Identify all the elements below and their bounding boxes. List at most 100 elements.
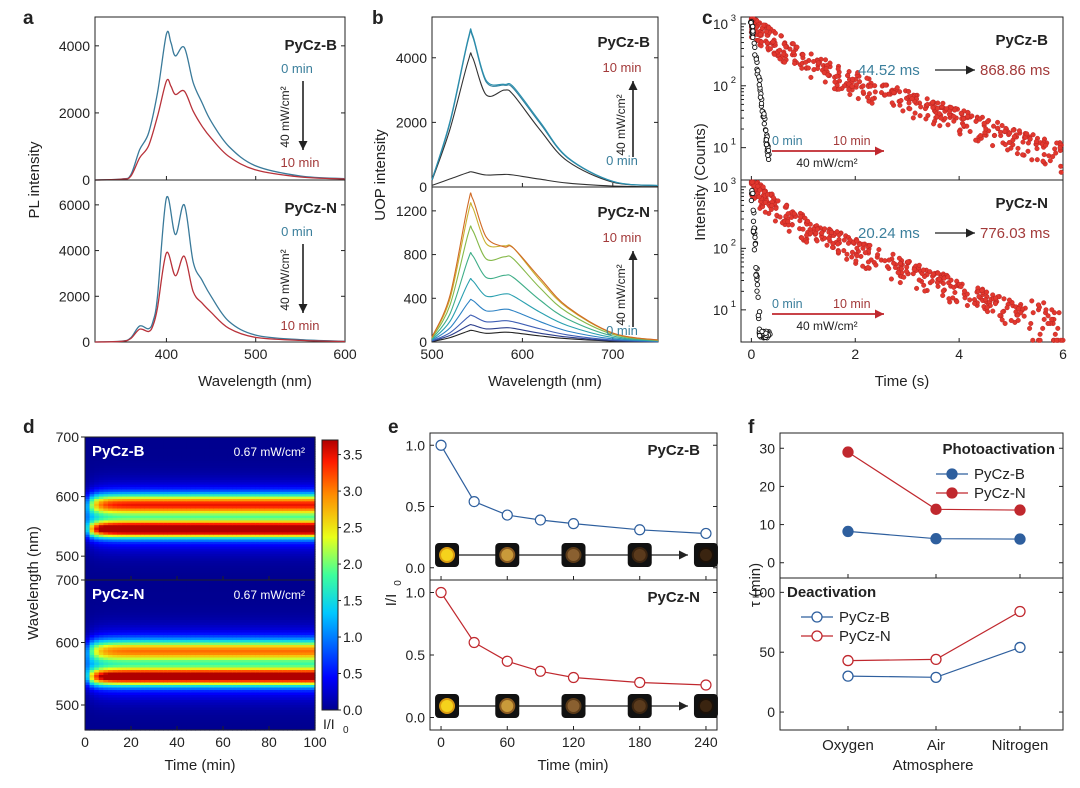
panel-d-cell: [140, 717, 146, 721]
panel-d-cell: [223, 470, 229, 474]
panel-d-cell: [163, 494, 169, 498]
panel-d-cell: [301, 498, 307, 502]
panel-d-cell: [163, 484, 169, 488]
panel-d-cell: [246, 518, 252, 522]
panel-d-cell: [167, 546, 173, 550]
panel-d-cell: [94, 677, 100, 681]
panel-d-cell: [149, 477, 155, 481]
panel-d-cell: [112, 587, 118, 591]
panel-d-cell: [112, 652, 118, 656]
panel-d-cell: [305, 506, 311, 510]
panel-d-cell: [232, 553, 238, 557]
panel-d-cell: [112, 489, 118, 493]
panel-d-cell: [85, 556, 91, 560]
panel-d-cell: [246, 479, 252, 483]
panel-c-point-10min: [828, 229, 834, 235]
panel-d-cell: [195, 527, 201, 531]
panel-d-cell: [98, 446, 104, 450]
panel-d-cell: [213, 437, 219, 440]
panel-d-cell: [259, 520, 265, 524]
panel-c-point-10min: [882, 92, 888, 98]
panel-d-cell: [172, 467, 178, 471]
panel-d-cell: [98, 700, 104, 704]
panel-d-cell: [149, 549, 155, 552]
panel-d-cell: [135, 590, 141, 594]
panel-d-cell: [287, 453, 293, 457]
panel-d-cell: [112, 720, 118, 724]
panel-d-cell: [98, 690, 104, 694]
panel-d-cell: [250, 470, 256, 474]
panel-d-cell: [177, 541, 183, 545]
panel-d-cell: [200, 539, 206, 543]
panel-d-cell: [259, 496, 265, 500]
panel-d-cell: [135, 685, 141, 689]
panel-d-cell: [126, 662, 132, 666]
panel-d-cell: [140, 647, 146, 651]
panel-d-cell: [264, 501, 270, 505]
panel-d-cell: [186, 451, 192, 455]
panel-d-cell: [140, 572, 146, 576]
panel-d-cell: [89, 537, 95, 541]
panel-d-cell: [117, 456, 123, 460]
panel-d-cell: [177, 465, 183, 469]
panel-d-cell: [117, 446, 123, 450]
panel-d-cell: [98, 675, 104, 679]
panel-d-cell: [301, 563, 307, 567]
panel-d-cell: [131, 541, 137, 545]
panel-d-cell: [112, 501, 118, 505]
panel-a-curve-10-min: [94, 78, 346, 181]
panel-d-cell: [255, 470, 261, 474]
panel-d-cell: [126, 572, 132, 576]
panel-d-cell: [310, 560, 316, 564]
panel-d-cell: [154, 508, 160, 512]
panel-d-cell: [241, 437, 247, 440]
panel-d-cell: [144, 541, 150, 545]
panel-d-cell: [117, 575, 123, 579]
panel-d-cell: [287, 570, 293, 574]
panel-d-cell: [218, 475, 224, 479]
panel-d-cell: [232, 546, 238, 550]
panel-d-cell: [112, 615, 118, 619]
panel-d-cell: [246, 541, 252, 545]
panel-d-cell: [301, 549, 307, 552]
panel-c-point-10min: [854, 253, 860, 259]
panel-d-cell: [209, 456, 215, 460]
panel-d-cell: [287, 553, 293, 557]
panel-d-cell: [121, 439, 127, 443]
panel-d-cell: [126, 484, 132, 488]
panel-d-cell: [131, 597, 137, 601]
panel-d-cell: [89, 484, 95, 488]
panel-d-cell: [287, 475, 293, 479]
panel-d-cell: [94, 484, 100, 488]
panel-d-cell: [190, 539, 196, 543]
panel-d-cell: [273, 439, 279, 443]
panel-d-cell: [246, 494, 252, 498]
panel-d-cell: [135, 544, 141, 548]
panel-d-cell: [310, 498, 316, 502]
panel-c-point-10min: [1015, 317, 1021, 323]
panel-d-cell: [269, 520, 275, 524]
panel-d-cell: [181, 518, 187, 522]
panel-d-cell: [195, 520, 201, 524]
panel-d-cell: [264, 475, 270, 479]
panel-d-cell: [135, 625, 141, 629]
panel-d-cell: [167, 439, 173, 443]
panel-d-cell: [292, 529, 298, 533]
panel-d-cell: [177, 506, 183, 510]
panel-d-cell: [121, 565, 127, 569]
panel-d-cell: [218, 510, 224, 514]
panel-d-cell: [250, 560, 256, 564]
panel-d-cell: [135, 630, 141, 634]
panel-d-cell: [227, 541, 233, 545]
panel-d-cell: [305, 437, 311, 440]
panel-c-tau-arrow-head: [966, 65, 975, 75]
panel-d-cell: [232, 451, 238, 455]
panel-d-cell: [140, 475, 146, 479]
panel-c-point-10min: [803, 59, 809, 65]
panel-d-cell: [177, 451, 183, 455]
panel-d-cell: [218, 508, 224, 512]
panel-d-cell: [154, 484, 160, 488]
panel-d-cell: [282, 437, 288, 440]
panel-d-cell: [282, 489, 288, 493]
panel-d-cell: [296, 494, 302, 498]
